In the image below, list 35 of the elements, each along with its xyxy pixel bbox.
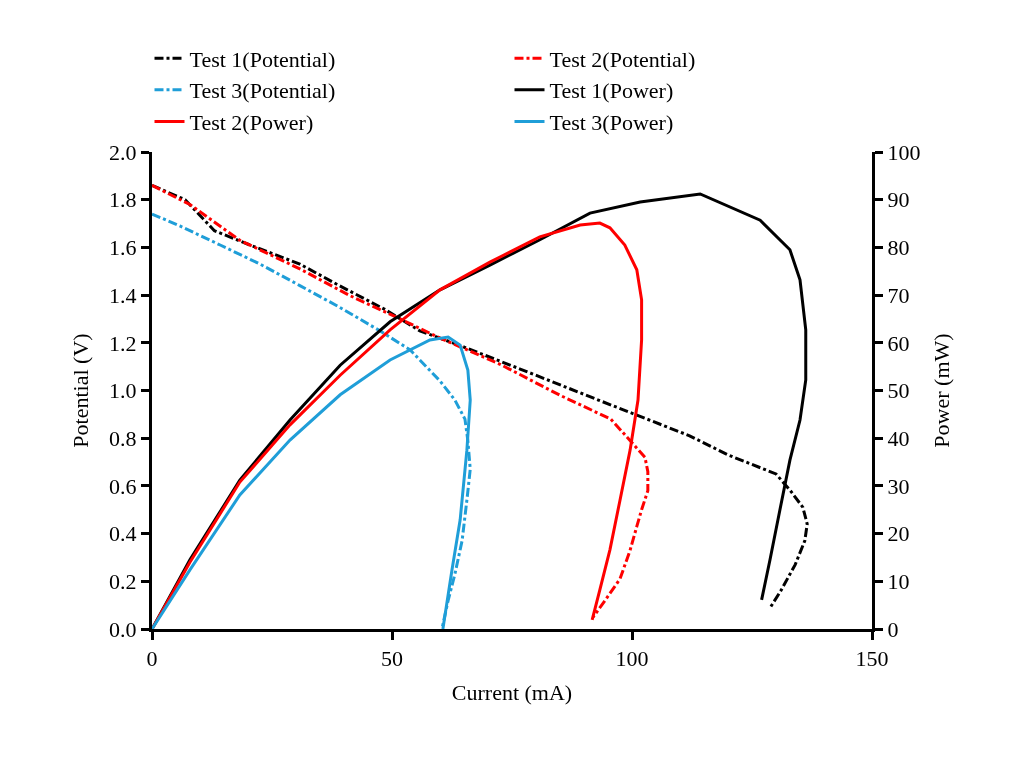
y-tick-label: 0.4: [109, 521, 137, 547]
y-tick-label: 0.8: [109, 425, 137, 451]
y-axis-title: Potential (V): [67, 333, 93, 448]
y2-tick-label: 60: [887, 330, 910, 356]
x-tick-label: 50: [381, 646, 403, 672]
legend-label: Test 3(Potential): [189, 78, 336, 104]
legend-label: Test 3(Power): [549, 110, 674, 136]
y2-tick-label: 100: [887, 139, 921, 165]
y2-tick-label: 80: [887, 235, 910, 261]
y-tick-label: 1.0: [109, 378, 137, 404]
legend-label: Test 1(Potential): [189, 46, 336, 72]
y2-tick-label: 40: [887, 425, 910, 451]
legend-label: Test 1(Power): [549, 78, 674, 104]
x-tick-label: 150: [855, 646, 889, 672]
y-tick-label: 1.8: [109, 187, 137, 213]
y2-tick-label: 50: [887, 378, 910, 404]
y2-tick-label: 0: [887, 616, 899, 642]
x-tick-label: 100: [615, 646, 649, 672]
legend-label: Test 2(Power): [189, 110, 314, 136]
y-tick-label: 2.0: [109, 139, 137, 165]
x-axis-title: Current (mA): [451, 680, 573, 706]
y-tick-label: 1.2: [109, 330, 137, 356]
y2-tick-label: 70: [887, 282, 910, 308]
y2-tick-label: 30: [887, 473, 910, 499]
y2-tick-label: 10: [887, 569, 910, 594]
y-tick-label: 0.2: [109, 569, 137, 594]
y2-tick-label: 90: [887, 187, 910, 213]
y-tick-label: 1.4: [109, 282, 137, 308]
y-tick-label: 0.0: [109, 616, 137, 642]
y-tick-label: 0.6: [109, 473, 137, 499]
legend-label: Test 2(Potential): [549, 46, 696, 72]
y2-tick-label: 20: [887, 521, 910, 547]
y-tick-label: 1.6: [109, 235, 137, 261]
x-tick-label: 0: [146, 646, 158, 672]
y2-axis-title: Power (mW): [929, 333, 955, 448]
